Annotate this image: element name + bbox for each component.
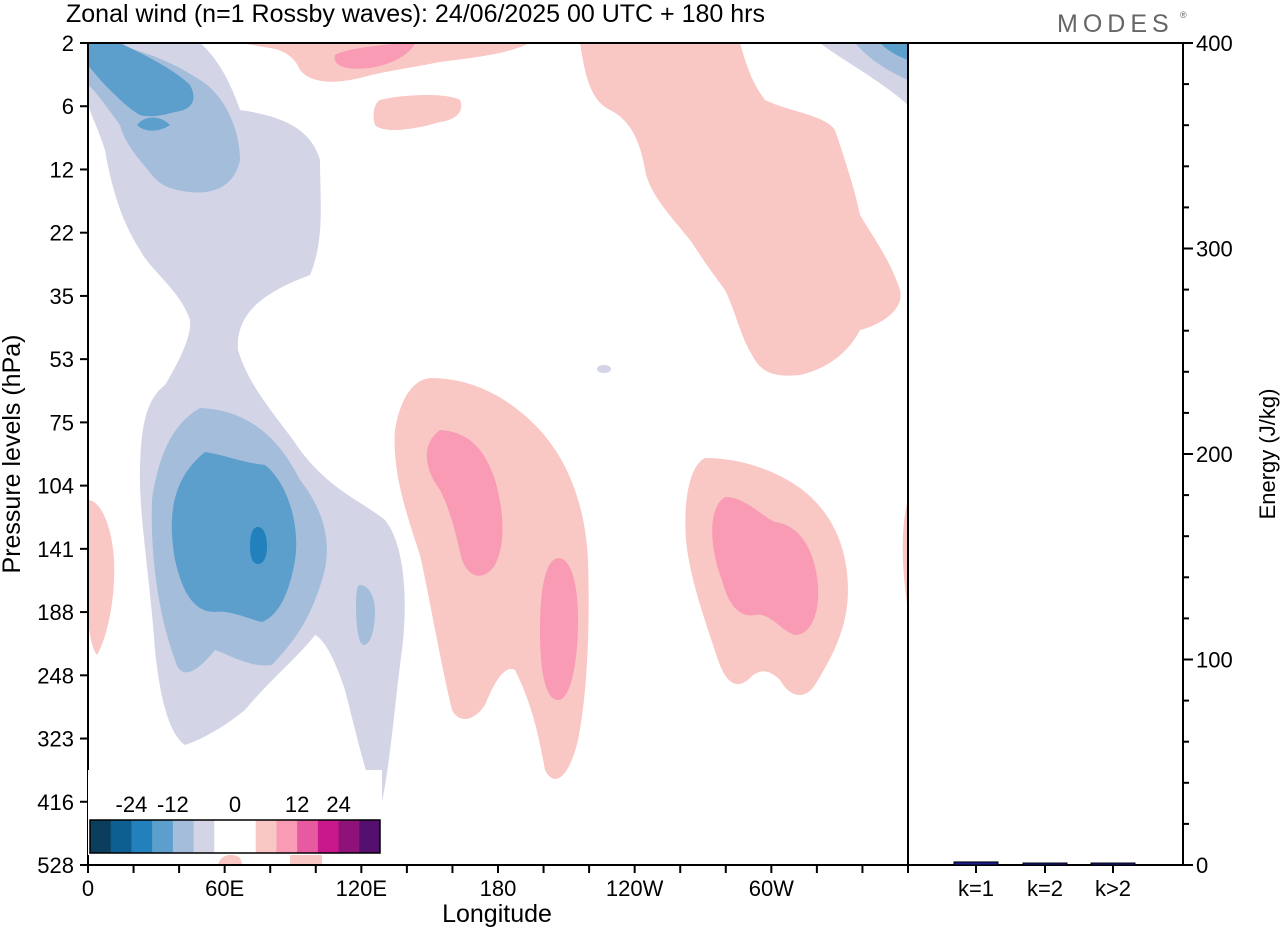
y-tick-label: 12 bbox=[50, 157, 74, 182]
y-tick-label: 188 bbox=[37, 600, 74, 625]
positive-contour-center-inner-1 bbox=[426, 430, 503, 576]
y-tick-label: 6 bbox=[62, 94, 74, 119]
colorbar-swatch bbox=[235, 820, 257, 853]
negative-contour-speck bbox=[597, 365, 611, 373]
positive-contour-upper-right bbox=[580, 43, 901, 376]
x-tick-label: 120E bbox=[336, 876, 387, 901]
colorbar-swatch bbox=[214, 820, 236, 853]
x-tick-label: 60E bbox=[205, 876, 244, 901]
positive-contour-bottom-2 bbox=[218, 854, 242, 865]
colorbar-swatch bbox=[110, 820, 132, 853]
y-tick-label: 53 bbox=[50, 347, 74, 372]
modes-logo: MODES bbox=[1057, 10, 1174, 38]
colorbar-swatch bbox=[131, 820, 153, 853]
colorbar: -24 -12 0 12 24 bbox=[88, 770, 382, 855]
y-tick-label: 416 bbox=[37, 790, 74, 815]
energy-bar bbox=[1090, 862, 1136, 866]
y-tick-label: 2 bbox=[62, 31, 74, 56]
energy-bars: k=1 k=2 k>2 bbox=[953, 861, 1136, 901]
y-tick-label: 35 bbox=[50, 284, 74, 309]
colorbar-swatch bbox=[297, 820, 319, 853]
colorbar-label: -12 bbox=[157, 792, 189, 817]
colorbar-swatch bbox=[338, 820, 360, 853]
chart-title: Zonal wind (n=1 Rossby waves): 24/06/202… bbox=[66, 0, 765, 28]
negative-contour-level-3-top-right bbox=[880, 43, 908, 60]
longitude-axis: 0 60E 120E 180 120W 60W bbox=[82, 865, 909, 901]
y-tick-label: 22 bbox=[50, 221, 74, 246]
colorbar-swatch bbox=[317, 820, 340, 853]
colorbar-swatch bbox=[255, 820, 277, 853]
energy-tick-label: 400 bbox=[1196, 31, 1233, 56]
positive-contour-right-edge bbox=[902, 500, 908, 610]
colorbar-label: 0 bbox=[229, 792, 241, 817]
energy-category-label: k=1 bbox=[958, 876, 994, 901]
colorbar-label: 24 bbox=[326, 792, 350, 817]
y-tick-label: 104 bbox=[37, 474, 74, 499]
negative-contour-level-3-notch bbox=[137, 117, 170, 131]
y-tick-label: 248 bbox=[37, 663, 74, 688]
x-axis-label: Longitude bbox=[442, 900, 552, 928]
energy-category-label: k=2 bbox=[1027, 876, 1063, 901]
energy-tick-label: 300 bbox=[1196, 237, 1233, 262]
colorbar-label: 12 bbox=[285, 792, 309, 817]
colorbar-swatch bbox=[276, 820, 298, 853]
energy-axis-label: Energy (J/kg) bbox=[1255, 389, 1280, 520]
colorbar-swatch bbox=[193, 820, 215, 853]
colorbar-swatch bbox=[152, 820, 174, 853]
x-tick-label: 60W bbox=[749, 876, 794, 901]
positive-contour-small-top bbox=[373, 95, 462, 131]
colorbar-label: -24 bbox=[116, 792, 148, 817]
contour-field bbox=[88, 43, 908, 865]
energy-bar bbox=[1022, 862, 1068, 866]
colorbar-frame bbox=[89, 819, 381, 854]
positive-contour-left-edge bbox=[88, 500, 115, 655]
colorbar-swatch bbox=[359, 820, 381, 853]
positive-contour-center-inner-2 bbox=[540, 558, 578, 700]
colorbar-swatch bbox=[172, 820, 195, 853]
y-tick-label: 75 bbox=[50, 410, 74, 435]
y-tick-label: 323 bbox=[37, 727, 74, 752]
negative-contour-level-2-small bbox=[356, 585, 375, 645]
energy-tick-label: 100 bbox=[1196, 648, 1233, 673]
positive-contour-top-left-inner bbox=[334, 43, 415, 69]
energy-category-label: k>2 bbox=[1095, 876, 1131, 901]
y-tick-label: 528 bbox=[37, 853, 74, 878]
positive-contour-right-inner bbox=[712, 497, 819, 635]
y-tick-label: 141 bbox=[37, 537, 74, 562]
logo-registered-mark: ® bbox=[1180, 10, 1187, 20]
energy-tick-label: 0 bbox=[1196, 853, 1208, 878]
negative-contour-level-3 bbox=[88, 43, 194, 117]
energy-tick-label: 200 bbox=[1196, 442, 1233, 467]
energy-axis: 0 100 200 300 400 bbox=[1183, 31, 1233, 878]
x-tick-label: 180 bbox=[480, 876, 517, 901]
negative-contour-core bbox=[250, 527, 267, 564]
energy-bar bbox=[953, 861, 999, 866]
x-tick-label: 0 bbox=[82, 876, 94, 901]
colorbar-swatch bbox=[90, 820, 112, 853]
y-axis-label: Pressure levels (hPa) bbox=[0, 335, 26, 574]
x-tick-label: 120W bbox=[606, 876, 664, 901]
negative-contour-level-3-lower bbox=[171, 452, 297, 622]
pressure-axis: 2 6 12 22 35 53 75 104 141 188 248 323 416 528 bbox=[37, 31, 88, 878]
